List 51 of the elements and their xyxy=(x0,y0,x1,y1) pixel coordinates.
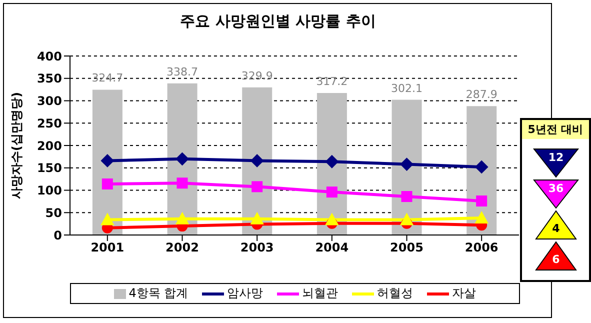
point xyxy=(100,213,114,226)
data-label: 338.7 xyxy=(166,65,198,78)
x-tick-label: 2006 xyxy=(464,240,498,255)
y-tick-label: 200 xyxy=(36,138,62,153)
y-tick-label: 50 xyxy=(45,206,62,220)
legend-label: 4항목 합계 xyxy=(128,285,188,302)
point xyxy=(476,195,488,206)
point xyxy=(475,211,488,224)
point xyxy=(100,154,114,168)
x-tick-label: 2002 xyxy=(166,240,199,255)
y-tick-label: 400 xyxy=(36,49,62,64)
point xyxy=(400,213,414,226)
point xyxy=(401,191,412,202)
legend-label: 자살 xyxy=(451,285,476,302)
data-label: 302.1 xyxy=(391,82,423,95)
x-tick-label: 2004 xyxy=(315,240,349,255)
point xyxy=(325,213,338,226)
x-tick-label: 2003 xyxy=(240,240,274,255)
point xyxy=(102,178,113,190)
text: 4 xyxy=(551,222,561,235)
point xyxy=(176,212,189,224)
y-tick-label: 300 xyxy=(36,94,62,108)
legend-label: 암사망 xyxy=(226,285,264,302)
point xyxy=(176,152,189,166)
point xyxy=(400,158,414,171)
text: 12 xyxy=(547,151,565,164)
y-tick-label: 350 xyxy=(36,72,62,86)
point xyxy=(325,155,338,168)
x-tick-label: 2005 xyxy=(390,240,424,255)
x-tick-label: 2001 xyxy=(90,240,124,255)
legend-label: 허혈성 xyxy=(376,285,414,302)
point xyxy=(252,181,263,192)
point xyxy=(326,186,338,198)
data-label: 287.9 xyxy=(466,88,498,102)
point xyxy=(250,154,264,168)
y-tick-label: 250 xyxy=(36,116,62,130)
y-tick-label: 150 xyxy=(36,161,62,176)
y-axis-title: 사망자수(십만명당) xyxy=(9,92,24,199)
data-label: 329.9 xyxy=(241,69,273,82)
text: 6 xyxy=(551,253,561,266)
text: 5년전 대비 xyxy=(522,120,589,139)
data-label: 324.7 xyxy=(92,72,124,85)
text: 36 xyxy=(547,182,565,195)
point xyxy=(250,212,264,224)
point xyxy=(176,178,188,189)
data-label: 317.2 xyxy=(316,75,348,88)
point xyxy=(475,160,488,174)
y-tick-label: 0 xyxy=(54,228,62,242)
chart-title: 주요 사망원인별 사망률 추이 xyxy=(179,12,377,31)
y-tick-label: 100 xyxy=(36,184,62,198)
legend-label: 뇌혈관 xyxy=(301,285,338,302)
